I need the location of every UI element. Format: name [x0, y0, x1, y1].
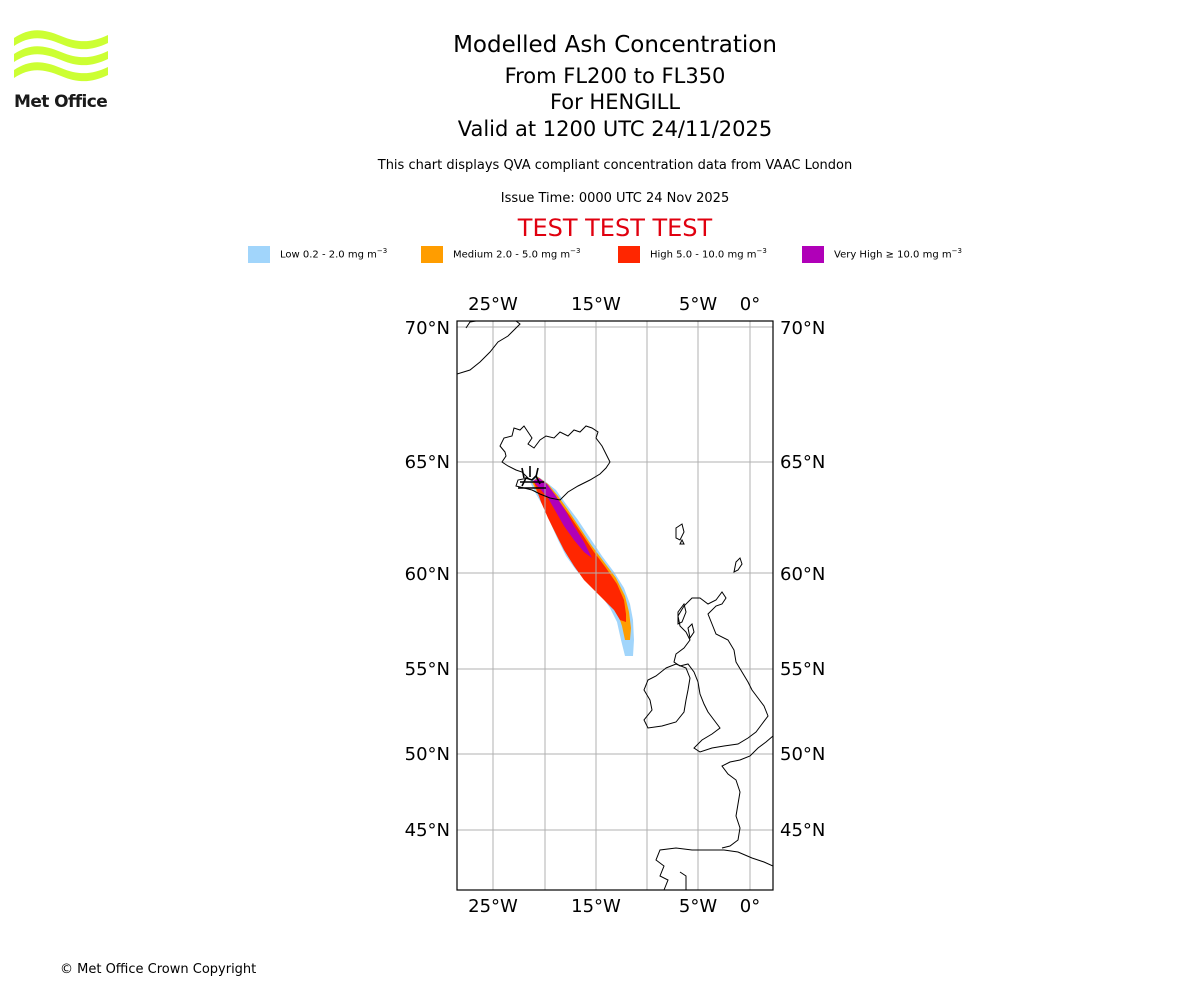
qva-note: This chart displays QVA compliant concen… [377, 158, 853, 173]
lat-label-left-65n: 65°N [405, 452, 450, 473]
map-frame [456, 320, 774, 891]
lat-label-left-50n: 50°N [405, 744, 450, 765]
lat-label-right-55n: 55°N [780, 659, 825, 680]
faroe-coast [675, 523, 685, 545]
greenland-coast [457, 321, 521, 375]
lat-label-left-55n: 55°N [405, 659, 450, 680]
shetland-coast [733, 557, 743, 573]
legend-label-medium: Medium 2.0 - 5.0 mg m−3 [453, 247, 581, 261]
met-office-waves-icon [14, 30, 108, 82]
lat-label-right-70n: 70°N [780, 318, 825, 339]
legend-label-low: Low 0.2 - 2.0 mg m−3 [280, 247, 388, 261]
great-britain-coast [673, 591, 769, 753]
hebrides-coast [677, 602, 695, 640]
legend-label-very-high: Very High ≥ 10.0 mg m−3 [834, 247, 962, 261]
map-gridlines [457, 321, 773, 890]
lat-label-left-60n: 60°N [405, 564, 450, 585]
lon-label-bottom-15w: 15°W [571, 896, 621, 917]
met-office-logo: Met Office [14, 30, 108, 112]
map-content [457, 321, 773, 890]
iceland-coast [499, 425, 611, 501]
legend-item-high: High 5.0 - 10.0 mg m−3 [618, 245, 767, 263]
lon-label-bottom-5w: 5°W [679, 896, 717, 917]
issue-time: Issue Time: 0000 UTC 24 Nov 2025 [500, 191, 730, 206]
iberia-coast [655, 847, 773, 890]
copyright-notice: © Met Office Crown Copyright [60, 962, 257, 977]
lon-label-top-0: 0° [740, 294, 760, 315]
ash-plume-very-high [533, 478, 592, 558]
legend-item-very-high: Very High ≥ 10.0 mg m−3 [802, 245, 962, 263]
legend-item-low: Low 0.2 - 2.0 mg m−3 [248, 245, 387, 263]
lat-label-right-65n: 65°N [780, 452, 825, 473]
legend-swatch-medium [421, 245, 443, 263]
lat-label-left-45n: 45°N [405, 820, 450, 841]
legend-swatch-low [248, 245, 270, 263]
ash-plume-high [534, 478, 626, 622]
legend-item-medium: Medium 2.0 - 5.0 mg m−3 [421, 245, 580, 263]
volcano-marker-icon [518, 466, 546, 489]
chart-title: Modelled Ash Concentration [453, 32, 777, 58]
legend-label-high: High 5.0 - 10.0 mg m−3 [650, 247, 767, 261]
legend-swatch-very-high [802, 245, 824, 263]
lat-label-left-70n: 70°N [405, 318, 450, 339]
lon-label-bottom-25w: 25°W [468, 896, 518, 917]
flight-level-range: From FL200 to FL350 [504, 64, 726, 88]
legend-swatch-high [618, 245, 640, 263]
lon-label-bottom-0: 0° [740, 896, 760, 917]
lat-label-right-60n: 60°N [780, 564, 825, 585]
lon-label-top-5w: 5°W [679, 294, 717, 315]
ireland-coast [643, 663, 691, 729]
logo-wordmark: Met Office [14, 92, 108, 112]
lat-label-right-50n: 50°N [780, 744, 825, 765]
valid-time: Valid at 1200 UTC 24/11/2025 [457, 117, 773, 141]
lat-label-right-45n: 45°N [780, 820, 825, 841]
test-banner: TEST TEST TEST [517, 214, 713, 242]
lon-label-top-25w: 25°W [468, 294, 518, 315]
lon-label-top-15w: 15°W [571, 294, 621, 315]
coastlines [457, 321, 773, 890]
france-coast [721, 735, 773, 849]
volcano-name: For HENGILL [549, 90, 681, 114]
